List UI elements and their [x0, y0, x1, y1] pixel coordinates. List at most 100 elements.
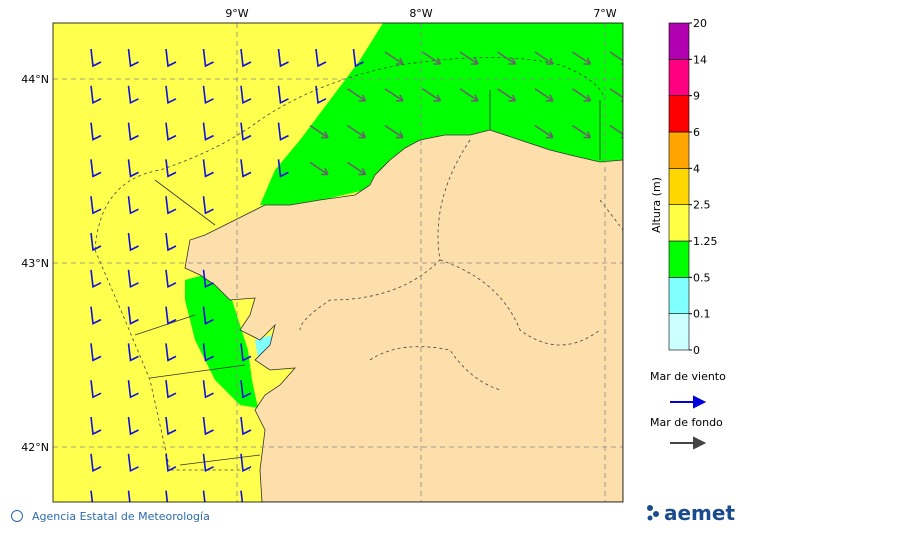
wind-sea-arrow: [90, 48, 102, 68]
wind-sea-arrow: [127, 269, 139, 289]
wind-sea-arrow: [127, 48, 139, 68]
wind-sea-arrow: [90, 416, 102, 436]
wind-sea-arrow: [90, 453, 102, 473]
wind-sea-arrow: [165, 159, 177, 178]
colorbar-band: [668, 204, 690, 242]
wind-sea-arrow: [90, 122, 102, 141]
colorbar-label: 2.5: [693, 199, 711, 212]
swell-arrow: [347, 161, 367, 176]
swell-arrow: [347, 124, 367, 139]
wind-sea-arrow: [315, 48, 327, 68]
wind-sea-arrow: [90, 380, 102, 399]
lon-label: 9°W: [225, 7, 248, 20]
wind-sea-arrow: [240, 380, 252, 399]
land: [184, 129, 623, 502]
wind-sea-arrow: [277, 122, 289, 141]
colorbar-label: 14: [693, 53, 707, 66]
wind-sea-arrow: [90, 490, 94, 502]
boundaries: [94, 57, 623, 471]
wind-sea-arrow: [277, 159, 289, 178]
wind-sea-arrow: [90, 343, 102, 362]
colorbar-band: [668, 168, 690, 205]
green-zone: [185, 272, 258, 408]
swell-arrow: [384, 88, 404, 102]
swell-arrow: [347, 88, 367, 102]
wind-sea-arrow: [90, 159, 102, 178]
swell-arrow: [534, 88, 554, 102]
wind-sea-arrow: [202, 306, 214, 325]
swell-arrow: [534, 51, 554, 65]
wind-sea-arrow: [165, 416, 177, 436]
wind-sea-arrow: [202, 269, 214, 289]
wind-sea-arrow: [127, 416, 139, 436]
swell-arrow: [572, 124, 592, 139]
swell-arrow: [384, 51, 404, 65]
wind-sea-arrow: [240, 122, 252, 141]
wind-sea-arrow: [240, 490, 244, 502]
wind-sea-arrow: [202, 48, 214, 68]
wind-sea-arrow: [240, 48, 252, 68]
wind-sea-arrow: [165, 85, 177, 105]
graticule: [53, 23, 623, 502]
wind-sea-arrow: [127, 232, 139, 252]
wind-sea-arrow: [165, 122, 177, 141]
wind-sea-arrow: [165, 343, 177, 362]
arrows: [90, 48, 623, 502]
map: [53, 23, 623, 502]
lat-label: 42°N: [21, 441, 49, 454]
colorbar-band: [668, 240, 690, 278]
wind-sea-arrow: [240, 343, 252, 362]
lon-label: 7°W: [593, 7, 616, 20]
wind-sea-arrow: [165, 380, 177, 399]
wind-sea-arrow: [127, 306, 139, 325]
green-zone: [260, 23, 623, 205]
wind-sea-arrow: [90, 306, 102, 325]
colorbar-band: [668, 22, 690, 60]
wind-sea-arrow: [202, 380, 214, 399]
legend-swell: Mar de fondo: [650, 416, 723, 429]
swell-arrow: [309, 124, 329, 139]
swell-arrow: [534, 124, 554, 139]
colorbar-label: 20: [693, 17, 707, 30]
colorbar-title: Altura (m): [650, 177, 663, 233]
wind-sea-arrow: [165, 306, 177, 325]
wind-sea-arrow: [202, 416, 214, 436]
colorbar-label: 0.5: [693, 271, 711, 284]
wind-sea-arrow: [240, 416, 252, 436]
colorbar-band: [668, 95, 690, 133]
wind-sea-arrow: [127, 490, 131, 502]
wind-sea-arrow: [165, 232, 177, 252]
logo-text: aemet: [664, 501, 735, 525]
legend-arrow-blue: [670, 395, 707, 409]
wind-sea-arrow: [277, 48, 289, 68]
colorbar-label: 1.25: [693, 235, 718, 248]
wind-sea-arrow: [90, 85, 102, 105]
wind-sea-arrow: [127, 159, 139, 178]
wind-sea-arrow: [90, 196, 102, 215]
swell-arrow: [422, 88, 442, 102]
wind-sea-arrow: [202, 85, 214, 105]
legend-arrow-gray: [670, 436, 707, 450]
wind-sea-arrow: [202, 453, 214, 473]
wind-sea-arrow: [202, 343, 214, 362]
wind-sea-arrow: [315, 85, 327, 105]
wind-sea-arrow: [240, 159, 252, 178]
swell-arrow: [384, 124, 404, 139]
wind-sea-arrow: [165, 269, 177, 289]
wind-sea-arrow: [90, 232, 102, 252]
swell-arrow: [609, 88, 623, 102]
wind-sea-arrow: [240, 453, 252, 473]
swell-arrow: [422, 51, 442, 65]
swell-arrow: [572, 51, 592, 65]
lat-label: 43°N: [21, 257, 49, 270]
wind-sea-arrow: [127, 380, 139, 399]
wind-sea-arrow: [127, 453, 139, 473]
wind-sea-arrow: [165, 453, 177, 473]
wind-sea-arrow: [240, 85, 252, 105]
wind-sea-arrow: [127, 122, 139, 141]
colorbar-label: 0.1: [693, 308, 711, 321]
swell-arrow: [497, 88, 517, 102]
colorbar-label: 9: [693, 90, 700, 103]
wind-sea-arrow: [202, 122, 214, 141]
